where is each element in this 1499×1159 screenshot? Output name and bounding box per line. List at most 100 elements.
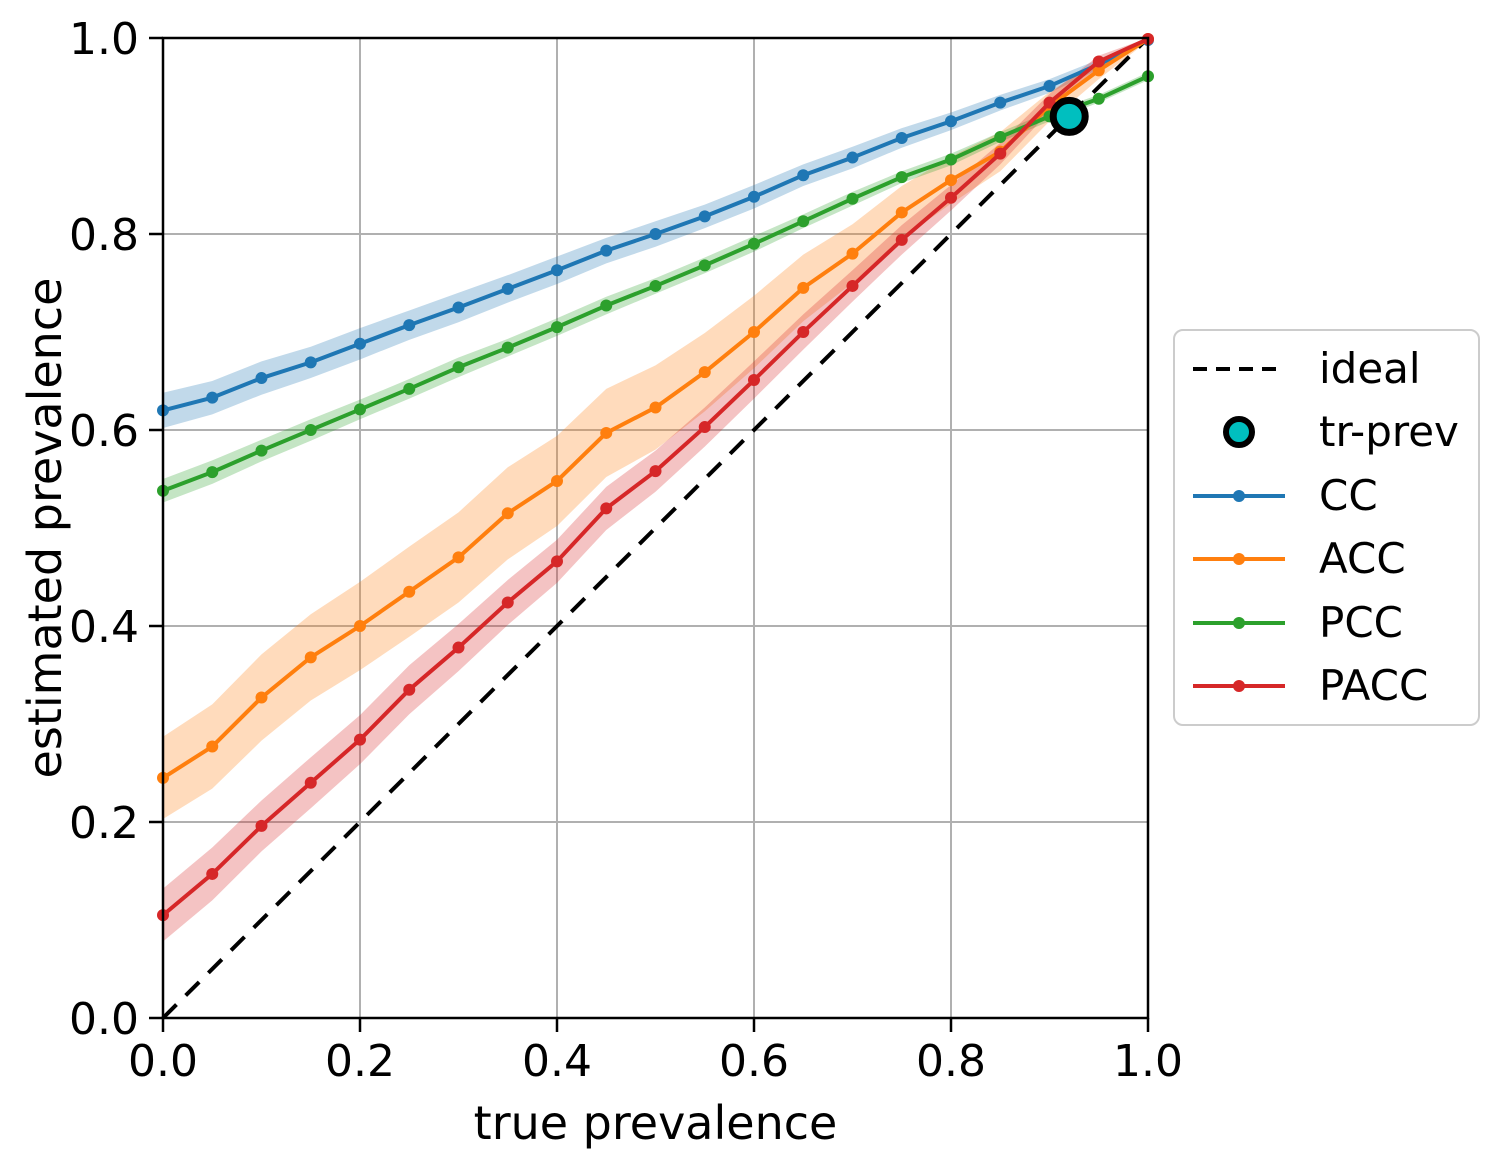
acc-point-0.7 <box>846 247 859 260</box>
acc-point-0.4 <box>551 474 563 487</box>
cc-point-0.65 <box>797 169 810 182</box>
legend-item-pcc: PCC <box>1191 601 1478 645</box>
acc-point-0.8 <box>945 174 957 187</box>
y-tick-label-0.2: 0.2 <box>69 798 139 849</box>
legend-item-acc: ACC <box>1191 537 1478 581</box>
legend-label-pcc: PCC <box>1319 597 1403 647</box>
pacc-point-0.15 <box>304 776 317 789</box>
legend-label-acc: ACC <box>1319 534 1406 584</box>
y-tick-label-1.0: 1.0 <box>69 14 139 65</box>
legend-sample-canvas <box>1193 553 1285 566</box>
cc-point-0.1 <box>255 372 268 385</box>
cc-point-0.75 <box>895 131 908 144</box>
acc-point-0.95 <box>1092 64 1105 77</box>
x-tick-label-0.0: 0.0 <box>128 1036 198 1087</box>
pcc-point-0.35 <box>501 341 514 354</box>
cc-point-0.15 <box>304 356 317 369</box>
cc-point-0.25 <box>403 319 416 332</box>
cc-point-0.3 <box>452 301 465 314</box>
x-tick-label-0.4: 0.4 <box>522 1036 592 1087</box>
pacc-point-0.45 <box>600 502 613 515</box>
x-axis-label: true prevalence <box>473 1096 838 1150</box>
cc-point-0.6 <box>748 190 760 203</box>
cc-sample-dot <box>1233 489 1245 502</box>
pcc-point-0.4 <box>551 321 563 334</box>
acc-sample-dot <box>1233 553 1245 566</box>
legend-item-tr-prev: tr-prev <box>1191 410 1478 454</box>
pcc-point-0.45 <box>600 299 613 312</box>
cc-point-0.8 <box>945 115 957 128</box>
tr-prev-sample-circle <box>1223 416 1255 449</box>
cc-line-icon <box>1191 474 1287 518</box>
pcc-point-0.75 <box>895 171 908 184</box>
cc-point-0.35 <box>501 282 514 295</box>
acc-point-0.1 <box>255 691 268 704</box>
pcc-sample-dot <box>1233 616 1245 629</box>
ideal-line <box>161 36 1150 1020</box>
pcc-point-0.1 <box>255 444 268 457</box>
acc-point-0.25 <box>403 585 416 598</box>
tr-prev-marker <box>1049 96 1089 136</box>
pcc-point-0.65 <box>797 215 810 228</box>
tr-prev-marker-icon <box>1191 410 1287 454</box>
legend-label-tr-prev: tr-prev <box>1319 407 1459 457</box>
pacc-point-0.55 <box>698 421 711 434</box>
legend: ideal tr-prev CC ACC PCC PACC <box>1173 329 1480 726</box>
pcc-point-0.15 <box>304 424 317 436</box>
cc-point-0.85 <box>994 96 1007 109</box>
pacc-point-0.95 <box>1092 55 1105 68</box>
cc-point-0.4 <box>551 264 563 277</box>
x-tick-label-0.2: 0.2 <box>325 1036 395 1087</box>
x-tick-label-0.6: 0.6 <box>719 1036 789 1087</box>
ideal-dashed-line-icon <box>1191 347 1287 391</box>
pacc-point-0.4 <box>551 555 563 568</box>
pcc-point-0.2 <box>354 403 366 416</box>
pcc-point-0.95 <box>1092 92 1105 105</box>
acc-point-0.75 <box>895 206 908 219</box>
pacc-point-0.8 <box>945 191 957 204</box>
acc-point-0.65 <box>797 281 810 294</box>
pcc-point-0.7 <box>846 192 859 205</box>
pacc-point-0.85 <box>994 147 1007 160</box>
acc-point-0.15 <box>304 651 317 664</box>
legend-label-cc: CC <box>1319 470 1378 520</box>
cc-point-0.55 <box>698 210 711 223</box>
pcc-point-0.6 <box>748 237 760 250</box>
legend-sample-canvas <box>1193 616 1285 629</box>
legend-label-pacc: PACC <box>1319 660 1429 710</box>
y-axis-label: estimated prevalence <box>18 277 72 779</box>
pcc-point-0.05 <box>206 466 219 479</box>
acc-point-0.35 <box>501 507 514 520</box>
legend-item-pacc: PACC <box>1191 664 1478 708</box>
pacc-point-0.35 <box>501 596 514 609</box>
pcc-point-0.8 <box>945 153 957 166</box>
y-tick-label-0.8: 0.8 <box>69 210 139 261</box>
y-tick-label-0.0: 0.0 <box>69 994 139 1045</box>
cc-point-0.5 <box>649 228 662 240</box>
cc-point-0.9 <box>1043 80 1056 93</box>
pcc-point-0.25 <box>403 382 416 395</box>
pacc-point-0.6 <box>748 374 760 387</box>
y-tick-label-0.6: 0.6 <box>69 406 139 457</box>
legend-sample-canvas <box>1193 679 1285 692</box>
pacc-point-0.75 <box>895 233 908 246</box>
pacc-sample-dot <box>1233 679 1245 692</box>
legend-item-cc: CC <box>1191 474 1478 518</box>
x-tick-label-0.8: 0.8 <box>916 1036 986 1087</box>
pacc-point-0.3 <box>452 641 465 654</box>
acc-confidence-band <box>163 38 1148 820</box>
plot-spines <box>161 36 1150 1020</box>
pcc-point-0.85 <box>994 130 1007 143</box>
acc-point-0.6 <box>748 326 760 338</box>
pacc-line-icon <box>1191 664 1287 708</box>
pacc-point-0.2 <box>354 733 366 746</box>
legend-sample-canvas <box>1193 489 1285 502</box>
legend-sample-canvas <box>1223 416 1255 449</box>
x-tick-label-1.0: 1.0 <box>1113 1036 1183 1087</box>
acc-point-0.45 <box>600 426 613 439</box>
acc-point-0.3 <box>452 551 465 564</box>
pacc-point-0.1 <box>255 819 268 832</box>
cc-point-0.2 <box>354 337 366 350</box>
